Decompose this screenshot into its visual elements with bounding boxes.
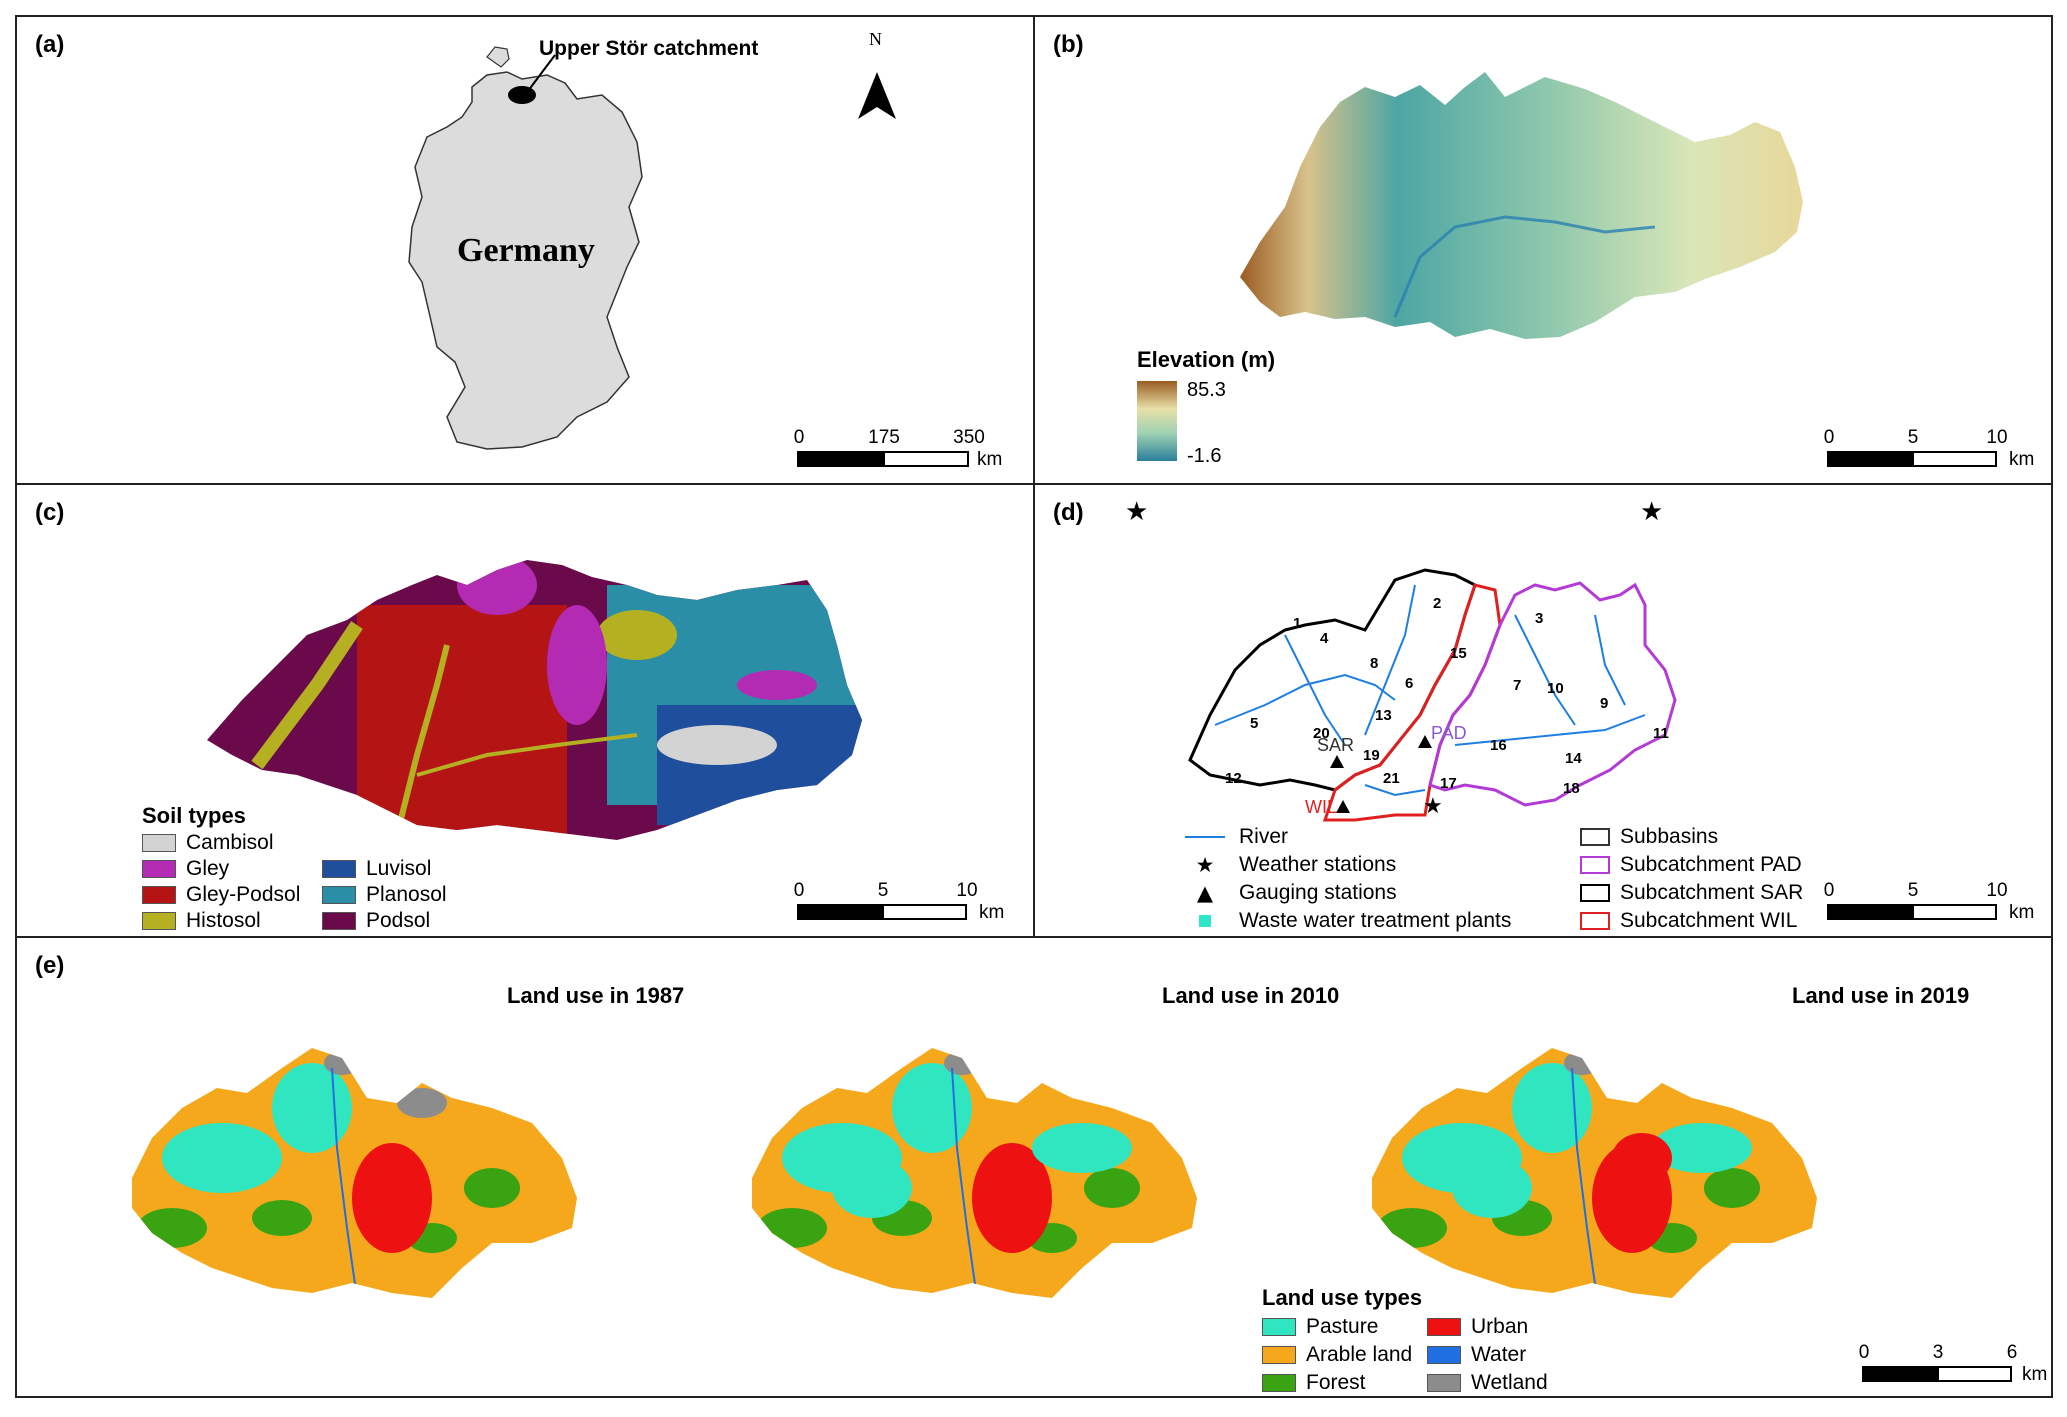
landuse-title-2010: Land use in 2010 (1162, 983, 1340, 1008)
subbasin-label: 21 (1383, 770, 1400, 787)
landuse-legend-pasture: Pasture (1262, 1315, 1378, 1339)
subbasin-label: 5 (1250, 715, 1259, 732)
landuse-maps (132, 1048, 1817, 1298)
station-label-sar: SAR (1317, 735, 1355, 755)
panel-d: (d) ★ ★ ★ 1 2 3 4 5 6 7 8 9 10 11 1 (1033, 483, 2053, 938)
subbasin-label: 16 (1490, 737, 1507, 754)
elevation-max: 85.3 (1187, 379, 1226, 401)
landuse-legend-wetland: Wetland (1427, 1371, 1548, 1395)
landuse-title-2019: Land use in 2019 (1792, 983, 1970, 1008)
soil-map (207, 560, 862, 840)
soil-legend-title: Soil types (142, 803, 246, 828)
subbasin-label: 1 (1293, 615, 1302, 632)
elevation-min: -1.6 (1187, 445, 1222, 467)
triangle-icon: ▲ (1196, 881, 1214, 905)
catchment-callout: Upper Stör catchment (539, 37, 759, 60)
soil-legend-gley-podsol: Gley-Podsol (142, 883, 300, 907)
gauging-station-icon (1418, 735, 1432, 748)
station-label-pad: PAD (1431, 723, 1467, 743)
legend-subcatchment-sar: Subcatchment SAR (1580, 881, 1803, 905)
station-label-wil: WIL (1305, 797, 1338, 817)
elevation-map (1137, 72, 1803, 461)
subbasin-label: 17 (1440, 775, 1457, 792)
landuse-map-2019 (1372, 1048, 1817, 1298)
legend-subcatchment-pad: Subcatchment PAD (1580, 853, 1802, 877)
scale-bar-b: 0 5 10 km (1823, 427, 2035, 470)
legend-river: River (1185, 825, 1288, 849)
legend-subcatchment-wil: Subcatchment WIL (1580, 909, 1797, 933)
germany-map (408, 46, 896, 450)
scale-bar-c: 0 5 10 km (793, 880, 1005, 923)
legend-wwtp: Waste water treatment plants (1185, 909, 1511, 933)
weather-station-icon: ★ (1125, 497, 1148, 527)
landuse-title-1987: Land use in 1987 (507, 983, 685, 1008)
soil-legend-planosol: Planosol (322, 883, 447, 907)
panel-a-label: (a) (35, 31, 65, 58)
north-label: N (869, 29, 882, 49)
weather-station-icon: ★ (1640, 497, 1663, 527)
soil-legend-histosol: Histosol (142, 909, 261, 933)
subbasin-label: 6 (1405, 675, 1414, 692)
north-arrow-icon (858, 72, 896, 119)
elevation-legend-title: Elevation (m) (1137, 347, 1276, 372)
subbasin-label: 18 (1563, 780, 1580, 797)
panel-e-label: (e) (35, 952, 65, 979)
soil-legend-gley: Gley (142, 857, 229, 881)
panel-b-label: (b) (1053, 31, 1084, 58)
landuse-legend-title: Land use types (1262, 1285, 1423, 1310)
star-icon: ★ (1195, 853, 1215, 877)
catchment-marker (508, 86, 536, 104)
landuse-legend-urban: Urban (1427, 1315, 1528, 1339)
subbasin-label: 11 (1653, 725, 1669, 742)
subbasin-label: 2 (1433, 595, 1442, 612)
soil-legend-luvisol: Luvisol (322, 857, 431, 881)
subbasin-label: 12 (1225, 770, 1242, 787)
subbasin-label: 14 (1565, 750, 1582, 767)
panel-a: (a) Upper Stör catchment N Germany 0 175 3… (15, 15, 1035, 485)
landuse-legend-water: Water (1427, 1343, 1526, 1367)
legend-weather-stations: ★ Weather stations (1185, 853, 1397, 877)
country-label: Germany (457, 232, 595, 269)
subbasin-map: ★ ★ ★ (1125, 497, 1677, 822)
landuse-map-2010 (752, 1048, 1197, 1298)
subbasin-label: 15 (1450, 645, 1467, 662)
subbasin-label: 7 (1513, 677, 1522, 694)
subbasin-label: 20 (1313, 725, 1330, 742)
gauging-station-icon (1336, 800, 1350, 813)
subbasin-label: 19 (1363, 747, 1380, 764)
legend-gauging-stations: ▲ Gauging stations (1185, 881, 1397, 905)
panel-b: (b) Elevation (m) 85.3 -1.6 0 5 10 (1033, 15, 2053, 485)
subbasin-label: 13 (1375, 707, 1392, 724)
landuse-legend-forest: Forest (1262, 1371, 1366, 1395)
scale-bar-d: 0 5 10 km (1823, 880, 2035, 923)
panel-d-label: (d) (1053, 499, 1084, 526)
legend-subbasins: Subbasins (1580, 825, 1718, 849)
subbasin-label: 9 (1600, 695, 1609, 712)
scale-bar-a: 0 175 350 km (793, 427, 1003, 470)
weather-station-icon: ★ (1423, 794, 1443, 819)
landuse-map-1987 (132, 1048, 577, 1298)
subbasin-label: 4 (1320, 630, 1329, 647)
panel-c-label: (c) (35, 499, 65, 526)
subbasin-label: 8 (1370, 655, 1379, 672)
subbasin-label: 3 (1535, 610, 1544, 627)
panel-e: (e) Land use in 1987 Land use in 2010 La… (15, 936, 2053, 1398)
gauging-station-icon (1330, 755, 1344, 768)
landuse-legend-arable: Arable land (1262, 1343, 1412, 1367)
soil-legend-podsol: Podsol (322, 909, 430, 933)
subbasin-label: 10 (1547, 680, 1564, 697)
panel-c: (c) Soil types Cambisol Gley Gley-Podsol… (15, 483, 1035, 938)
soil-legend-cambisol: Cambisol (142, 831, 274, 855)
elevation-color-ramp (1137, 381, 1177, 461)
